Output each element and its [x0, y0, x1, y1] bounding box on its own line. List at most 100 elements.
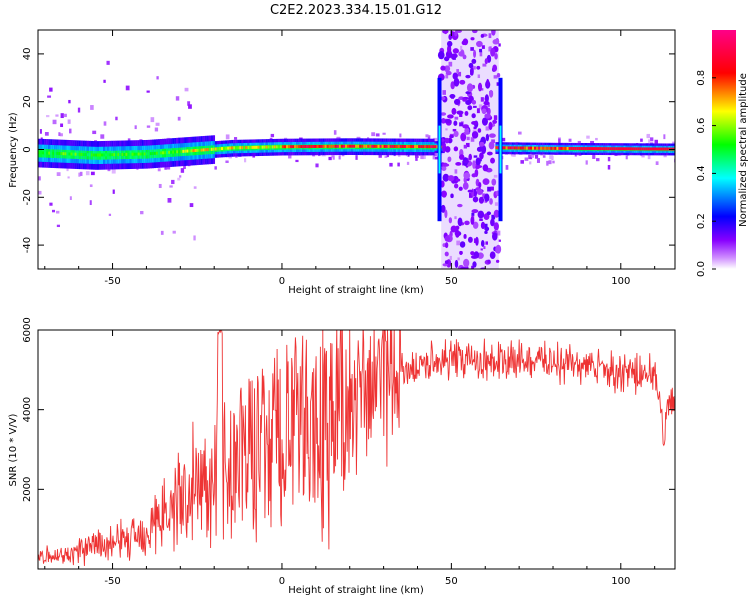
spectrogram-blob — [467, 105, 473, 111]
carrier-peak-cell — [296, 145, 299, 149]
spectrogram-cell — [511, 154, 515, 157]
carrier-peak-cell — [168, 150, 171, 154]
y-tick-label: 2000 — [22, 477, 33, 502]
carrier-peak-cell — [424, 145, 427, 149]
carrier-peak-cell — [263, 145, 266, 149]
spectrogram-cell — [78, 172, 81, 177]
spectrogram-blob — [482, 178, 490, 185]
carrier-peak-cell — [212, 147, 216, 151]
y-tick-label: 6000 — [22, 317, 33, 342]
spectrogram-blob — [477, 210, 485, 219]
carrier-peak-cell — [292, 145, 295, 149]
spectrogram-cell — [79, 171, 83, 176]
spectrogram-cell — [177, 116, 181, 121]
carrier-peak-cell — [115, 153, 118, 157]
carrier-peak-cell — [74, 152, 77, 156]
spectrogram-cell — [493, 75, 498, 79]
y-tick-label: 0 — [22, 146, 33, 152]
carrier-peak-cell — [568, 146, 571, 150]
carrier-peak-cell — [662, 147, 665, 151]
spectrogram-blob — [490, 218, 495, 227]
carrier-peak-cell — [511, 146, 514, 150]
spectrogram-blob — [463, 258, 470, 268]
spectrogram-blob — [440, 65, 446, 71]
carrier-peak-cell — [656, 147, 659, 151]
spectrogram-cell — [473, 105, 477, 108]
carrier-peak-cell — [651, 147, 655, 151]
spectrogram-cell — [454, 169, 458, 174]
spectrogram-cell — [505, 165, 509, 170]
carrier-peak-cell — [365, 144, 368, 148]
spectrogram-blob — [478, 182, 482, 189]
spectrogram-cell — [493, 115, 498, 120]
spectrogram-ylabel: Frequency (Hz) — [8, 112, 19, 188]
spectrogram-cell — [472, 66, 476, 70]
spectrogram-blob — [444, 242, 449, 249]
spectrogram-blob — [471, 58, 477, 64]
spectrogram-blob — [447, 156, 452, 163]
carrier-peak-cell — [267, 145, 270, 149]
spectrogram-cell — [531, 154, 534, 158]
carrier-peak-cell — [60, 152, 63, 156]
spectrogram-cell — [69, 128, 72, 134]
carrier-peak-cell — [572, 146, 575, 150]
carrier-peak-cell — [38, 151, 41, 155]
spectrogram-cell — [640, 138, 643, 142]
carrier-peak-cell — [162, 151, 165, 155]
spectrogram-blob — [491, 30, 496, 36]
carrier-peak-cell — [631, 147, 634, 151]
spectrogram-cell — [56, 224, 60, 228]
spectrogram-cell — [67, 119, 71, 124]
carrier-peak-cell — [277, 145, 281, 149]
colorbar-tick-label: 0.0 — [696, 261, 707, 277]
spectrogram-blob — [453, 183, 459, 189]
spectrogram-cell — [56, 210, 60, 214]
spectrogram-blob — [475, 157, 481, 166]
spectrogram-blob — [471, 120, 478, 125]
spectrogram-blob — [479, 152, 484, 160]
spectrogram-blob — [495, 259, 500, 263]
spectrogram-cell — [445, 128, 448, 131]
spectrogram-blob — [472, 221, 479, 229]
spectrogram-cell — [646, 133, 651, 139]
carrier-peak-cell — [627, 147, 630, 151]
carrier-peak-cell — [647, 147, 651, 151]
carrier-peak-cell — [324, 144, 327, 148]
spectrogram-blob — [449, 134, 454, 139]
carrier-peak-cell — [645, 147, 649, 151]
carrier-peak-cell — [328, 144, 331, 148]
carrier-peak-cell — [507, 146, 510, 150]
spectrogram-cell — [529, 156, 533, 160]
carrier-peak-cell — [42, 151, 45, 155]
edge-spike-core — [438, 125, 441, 174]
spectrogram-cell — [414, 154, 419, 158]
carrier-peak-cell — [312, 144, 315, 148]
spectrogram-blob — [471, 173, 477, 178]
carrier-peak-cell — [540, 146, 543, 150]
carrier-peak-cell — [408, 145, 411, 149]
carrier-peak-cell — [412, 145, 415, 149]
carrier-peak-cell — [269, 145, 272, 149]
carrier-peak-cell — [613, 147, 616, 151]
carrier-peak-cell — [98, 153, 102, 157]
spectrogram-cell — [654, 139, 658, 144]
spectrogram-cell — [134, 125, 137, 130]
spectrogram-blob — [491, 178, 497, 186]
carrier-peak-cell — [172, 150, 175, 154]
spectrogram-cell — [548, 160, 552, 165]
spectrogram-cell — [60, 123, 64, 128]
spectrogram-cell — [371, 132, 376, 137]
snr-marks — [38, 330, 675, 567]
spectrogram-blob — [449, 94, 456, 99]
spectrogram-cell — [172, 230, 176, 234]
spectrogram-blob — [480, 221, 486, 230]
spectrogram-blob — [468, 62, 474, 69]
carrier-peak-cell — [420, 145, 423, 149]
spectrogram-blob — [454, 259, 459, 269]
spectrogram-blob — [476, 65, 481, 70]
carrier-peak-cell — [103, 153, 106, 157]
spectrogram-blob — [492, 119, 498, 124]
spectrogram-blob — [437, 51, 445, 60]
carrier-peak-cell — [387, 144, 390, 148]
spectrogram-cell — [502, 137, 506, 142]
